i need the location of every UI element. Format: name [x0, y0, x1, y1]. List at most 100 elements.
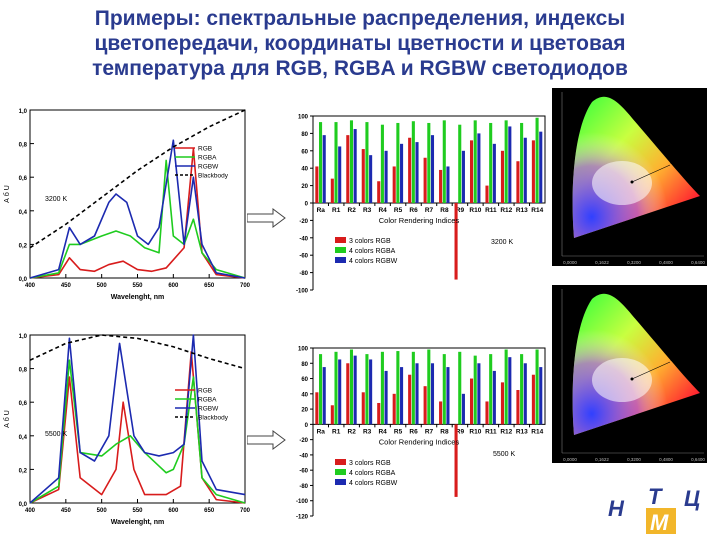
bar	[539, 131, 543, 203]
category-label: R13	[516, 207, 528, 214]
y-tick-label: -80	[299, 271, 308, 277]
bar	[531, 374, 535, 425]
bar	[461, 393, 465, 425]
cie-tick-label: 0,4800	[659, 457, 673, 462]
bar	[408, 137, 412, 203]
white-point-marker	[630, 377, 634, 381]
bar	[353, 129, 357, 203]
bar	[369, 155, 373, 203]
category-label: R12	[500, 428, 512, 435]
bar	[392, 166, 396, 203]
bar	[439, 401, 443, 425]
legend-label: 3 colors RGB	[349, 238, 391, 245]
x-axis-label: Color Rendering Indices	[379, 216, 460, 225]
bar	[500, 382, 505, 425]
y-axis-label: А б U	[3, 410, 11, 428]
legend-swatch	[335, 247, 346, 253]
bar	[400, 143, 404, 203]
y-tick-label: 20	[301, 408, 308, 414]
y-tick-label: 0,0	[19, 277, 28, 283]
x-tick-label: 450	[61, 508, 72, 514]
series-line-rgbw	[29, 139, 246, 279]
y-tick-label: 0,0	[19, 502, 28, 508]
bar	[523, 363, 527, 425]
x-tick-label: 600	[168, 508, 179, 514]
y-tick-label: 80	[301, 132, 308, 138]
bar	[400, 367, 404, 425]
category-label: R11	[485, 207, 497, 214]
bar	[377, 181, 381, 203]
y-tick-label: 0,8	[19, 143, 28, 149]
bar	[330, 178, 334, 203]
bar	[380, 124, 384, 203]
bar	[377, 402, 381, 425]
x-tick-label: 500	[97, 508, 108, 514]
legend-label: Blackbody	[198, 173, 229, 180]
category-label: R4	[378, 428, 387, 435]
bar	[349, 349, 354, 425]
legend-swatch	[335, 237, 346, 243]
logo-letter-m: М	[650, 510, 669, 535]
cri-bar-chart-3200k: 100 80 60 40 20 0 -20 -40 -60 -80 -100 Ra R1 R2 R3 R4 R5…	[296, 115, 546, 295]
cie-tick-label: 0,4800	[659, 260, 673, 265]
cie-chromaticity-diagram-5500: 0,0000 0,1622 0,3200 0,4800 0,6400 5500	[552, 285, 707, 463]
bar	[322, 135, 326, 203]
bar	[504, 349, 508, 425]
bar	[446, 367, 450, 425]
category-label: R1	[332, 207, 341, 214]
bar	[384, 370, 388, 425]
legend-swatch	[335, 459, 346, 465]
bar	[411, 121, 415, 203]
legend-swatch	[335, 257, 346, 263]
bar	[535, 349, 539, 425]
bar	[349, 120, 354, 203]
spectrum-chart-3200k: 0,0 0,2 0,4 0,6 0,8 1,0 400 450 500 550 600 650 700 W…	[3, 109, 250, 301]
bar	[442, 120, 446, 203]
y-tick-label: -80	[299, 484, 308, 490]
y-axis-label: А б U	[3, 185, 11, 203]
white-point-marker	[630, 180, 634, 184]
category-label: R6	[409, 207, 418, 214]
category-label: R9	[456, 428, 465, 435]
x-tick-label: 650	[204, 283, 215, 289]
bar	[523, 137, 527, 203]
bar	[380, 351, 384, 425]
bar	[489, 354, 493, 425]
cie-tick-label: 0,6400	[691, 260, 705, 265]
y-tick-label: -20	[299, 219, 308, 225]
cie-temperature-label: 3200	[670, 159, 686, 166]
legend-label: RGBW	[198, 164, 219, 171]
bar	[415, 363, 419, 425]
legend-label: 4 colors RGBA	[349, 248, 396, 255]
legend-swatch	[335, 479, 346, 485]
series-line-blackbody	[29, 334, 246, 370]
category-label: R10	[469, 428, 481, 435]
category-label: R7	[425, 207, 434, 214]
category-label: R9	[456, 207, 465, 214]
bar	[504, 120, 508, 203]
bar	[315, 392, 319, 425]
y-tick-label: 60	[301, 377, 308, 383]
ntc-logo: Н Т Ц М	[608, 486, 700, 535]
bar	[454, 203, 458, 280]
x-axis-label: Color Rendering Indices	[379, 437, 460, 446]
logo-letter-n: Н	[608, 496, 625, 521]
x-tick-label: 650	[204, 508, 215, 514]
bar	[458, 124, 462, 203]
y-tick-label: 0,4	[19, 435, 28, 441]
category-label: Ra	[317, 428, 326, 435]
bar	[396, 122, 400, 203]
cie-chromaticity-diagram-3200: 0,0000 0,1622 0,3200 0,4800 0,6400 3200	[552, 88, 707, 266]
category-label: R3	[363, 428, 372, 435]
bar	[539, 367, 543, 425]
bar	[469, 378, 474, 425]
category-label: R12	[500, 207, 512, 214]
bar	[346, 135, 350, 203]
category-label: R8	[440, 207, 449, 214]
temperature-annotation: 3200 K	[491, 239, 514, 246]
cie-tick-label: 0,0000	[563, 457, 577, 462]
y-tick-label: -60	[299, 469, 308, 475]
bar	[477, 133, 481, 203]
y-tick-label: 20	[301, 184, 308, 190]
temperature-annotation: 3200 K	[45, 196, 68, 203]
